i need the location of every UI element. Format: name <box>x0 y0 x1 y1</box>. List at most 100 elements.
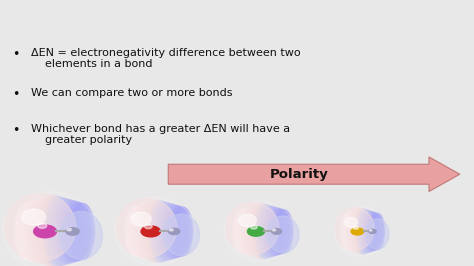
Ellipse shape <box>342 213 355 250</box>
Circle shape <box>145 225 152 229</box>
Ellipse shape <box>253 204 270 259</box>
Ellipse shape <box>61 201 84 262</box>
Circle shape <box>34 225 56 238</box>
Ellipse shape <box>44 196 67 266</box>
Ellipse shape <box>163 214 200 256</box>
Ellipse shape <box>42 196 65 266</box>
Ellipse shape <box>260 206 278 257</box>
Ellipse shape <box>148 201 168 262</box>
Ellipse shape <box>37 197 61 266</box>
Ellipse shape <box>52 198 76 265</box>
Ellipse shape <box>353 210 365 253</box>
Ellipse shape <box>173 207 193 256</box>
Ellipse shape <box>151 201 171 262</box>
Ellipse shape <box>233 210 251 253</box>
Circle shape <box>369 230 372 231</box>
Ellipse shape <box>358 209 371 253</box>
Circle shape <box>169 229 173 231</box>
Ellipse shape <box>353 210 366 253</box>
Ellipse shape <box>172 207 192 256</box>
Ellipse shape <box>137 204 157 259</box>
Ellipse shape <box>351 210 364 252</box>
Ellipse shape <box>5 194 76 261</box>
Ellipse shape <box>359 210 372 253</box>
Ellipse shape <box>127 206 147 256</box>
Ellipse shape <box>352 210 365 253</box>
Ellipse shape <box>245 207 263 256</box>
Ellipse shape <box>146 201 166 262</box>
Ellipse shape <box>171 206 191 256</box>
Ellipse shape <box>235 209 253 253</box>
Ellipse shape <box>114 197 195 266</box>
Ellipse shape <box>334 206 386 257</box>
Ellipse shape <box>249 205 267 257</box>
Ellipse shape <box>224 201 295 262</box>
Ellipse shape <box>254 204 272 259</box>
Ellipse shape <box>236 209 254 254</box>
Ellipse shape <box>23 201 46 262</box>
Circle shape <box>351 228 364 235</box>
Ellipse shape <box>33 198 57 265</box>
Ellipse shape <box>340 214 354 249</box>
Ellipse shape <box>142 202 162 261</box>
Ellipse shape <box>271 209 289 254</box>
Circle shape <box>37 223 47 228</box>
Ellipse shape <box>55 199 79 264</box>
Ellipse shape <box>264 207 283 256</box>
Ellipse shape <box>341 214 354 249</box>
Ellipse shape <box>161 204 181 259</box>
Ellipse shape <box>26 200 50 263</box>
Ellipse shape <box>48 197 72 266</box>
Ellipse shape <box>267 207 284 255</box>
Ellipse shape <box>360 210 373 253</box>
Ellipse shape <box>125 207 145 256</box>
Ellipse shape <box>354 209 367 253</box>
Ellipse shape <box>246 206 264 257</box>
Ellipse shape <box>361 210 374 253</box>
Ellipse shape <box>371 214 384 249</box>
Ellipse shape <box>355 209 368 254</box>
Ellipse shape <box>268 208 286 255</box>
Ellipse shape <box>132 205 152 258</box>
Ellipse shape <box>155 202 176 261</box>
Ellipse shape <box>365 219 389 249</box>
Ellipse shape <box>163 204 183 259</box>
Ellipse shape <box>45 196 69 266</box>
Ellipse shape <box>361 210 374 252</box>
Ellipse shape <box>67 202 91 261</box>
Ellipse shape <box>251 205 269 258</box>
Ellipse shape <box>63 201 86 262</box>
Ellipse shape <box>365 212 378 251</box>
Circle shape <box>369 229 376 234</box>
Ellipse shape <box>128 206 148 257</box>
Ellipse shape <box>368 213 382 250</box>
Ellipse shape <box>138 203 158 260</box>
Ellipse shape <box>25 201 48 262</box>
Ellipse shape <box>270 209 288 254</box>
Text: Polarity: Polarity <box>270 168 329 181</box>
Ellipse shape <box>165 205 186 258</box>
Ellipse shape <box>372 214 385 249</box>
Ellipse shape <box>29 200 53 263</box>
Ellipse shape <box>169 206 189 257</box>
Ellipse shape <box>143 202 163 261</box>
Ellipse shape <box>349 211 362 252</box>
Ellipse shape <box>117 198 177 257</box>
Ellipse shape <box>238 214 256 227</box>
Circle shape <box>353 226 358 229</box>
Ellipse shape <box>167 205 187 257</box>
Ellipse shape <box>133 205 154 258</box>
Ellipse shape <box>20 202 44 261</box>
Circle shape <box>67 228 72 231</box>
Ellipse shape <box>370 213 383 250</box>
Ellipse shape <box>157 203 177 260</box>
Ellipse shape <box>141 203 161 260</box>
Ellipse shape <box>259 205 277 257</box>
Ellipse shape <box>242 207 259 255</box>
Ellipse shape <box>343 213 356 250</box>
Ellipse shape <box>35 198 58 265</box>
Ellipse shape <box>345 217 358 227</box>
Circle shape <box>168 228 180 235</box>
Ellipse shape <box>56 200 80 263</box>
Circle shape <box>250 225 257 229</box>
